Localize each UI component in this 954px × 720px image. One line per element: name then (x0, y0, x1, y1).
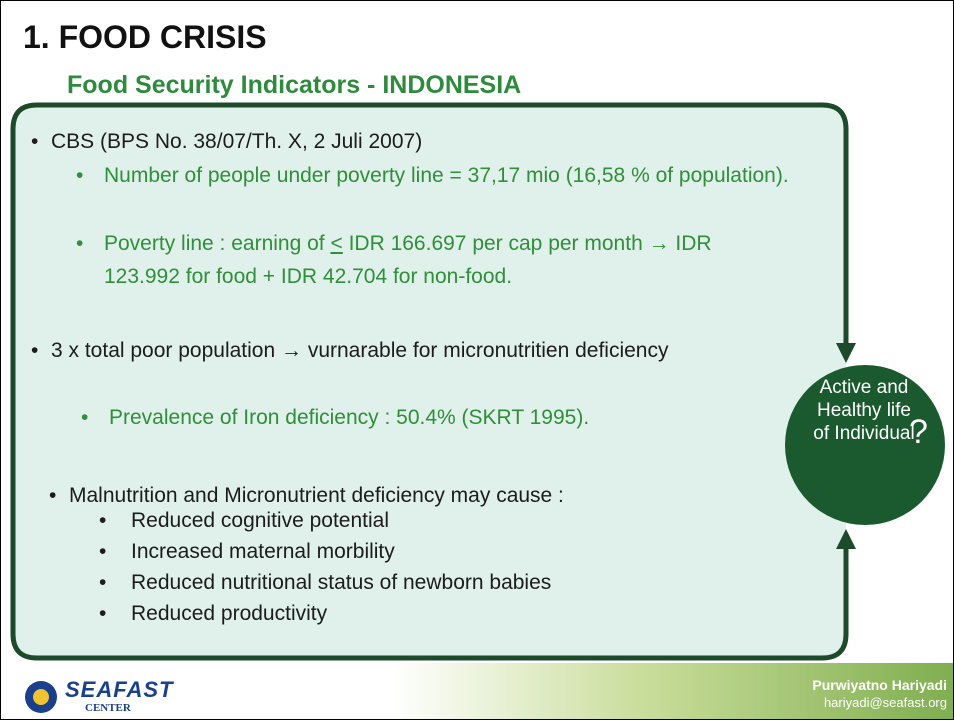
logo-icon-center (33, 689, 49, 705)
logo-subtext: CENTER (85, 702, 131, 714)
logo-text: SEAFAST (65, 677, 174, 702)
bullet: CBS (BPS No. 38/07/Th. X, 2 Juli 2007) (31, 125, 791, 158)
footer-band (391, 663, 953, 719)
subtitle: Food Security Indicators - INDONESIA (67, 71, 522, 99)
sub-bullet: Reduced productivity (99, 597, 791, 630)
sub-bullet: Number of people under poverty line = 37… (76, 159, 804, 192)
goal-label: Active and Healthy life of Individual (813, 377, 915, 444)
goal-circle (785, 365, 945, 525)
text: < (330, 232, 343, 255)
bullet: Malnutrition and Micronutrient deficienc… (49, 479, 789, 512)
sub-bullet: Prevalence of Iron deficiency : 50.4% (S… (81, 401, 789, 434)
sub-bullet: Increased maternal morbility (99, 535, 791, 568)
author: Purwiyatno Hariyadi (812, 677, 947, 693)
text: IDR 166.697 per cap per month → IDR 123.… (104, 232, 712, 288)
email: hariyadi@seafast.org (823, 695, 947, 710)
title: 1. FOOD CRISIS (23, 19, 267, 55)
question-mark: ? (909, 413, 928, 451)
sub-bullet: Reduced nutritional status of newborn ba… (99, 566, 791, 599)
bullet: 3 x total poor population → vurnarable f… (31, 334, 771, 367)
text: Poverty line : earning of (104, 232, 331, 255)
sub-bullet: Poverty line : earning of < IDR 166.697 … (76, 227, 784, 293)
sub-bullet: Reduced cognitive potential (99, 504, 791, 537)
